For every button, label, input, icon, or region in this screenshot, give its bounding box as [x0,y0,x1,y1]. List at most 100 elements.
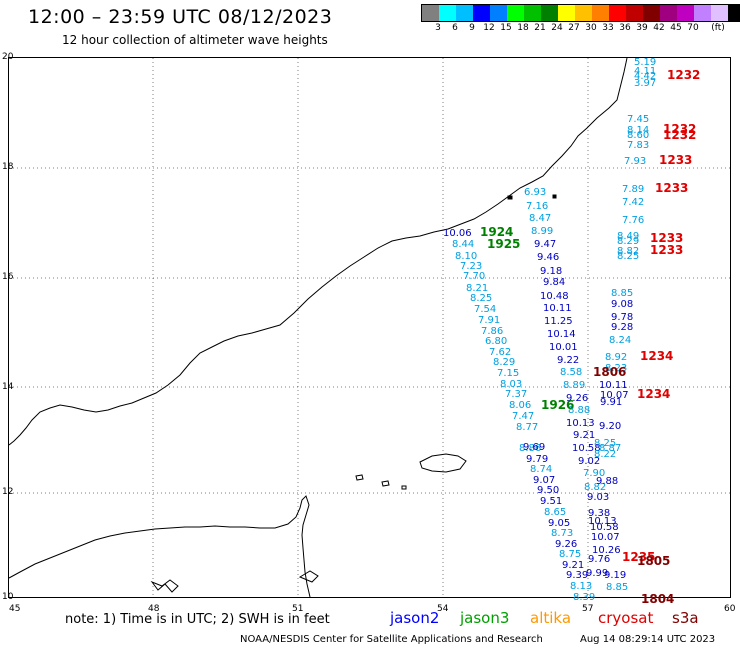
wave-height-label: 9.08 [611,299,633,310]
pass-time-label: 1232 [663,122,696,136]
wave-height-label: 9.99 [586,568,608,579]
wave-height-label: 7.54 [474,304,496,315]
color-scale-bar [421,4,740,22]
wave-height-label: 9.79 [526,454,548,465]
scale-label: 42 [653,23,665,33]
wave-height-label: 8.60 [627,130,649,141]
map-title: 12:00 – 23:59 UTC 08/12/2023 [28,6,333,28]
wave-height-label: 8.10 [455,251,477,262]
wave-height-label: 4.11 [634,66,656,77]
wave-height-label: 9.21 [562,560,584,571]
wave-height-label: 9.38 [588,508,610,519]
wave-height-label: 6.93 [524,187,546,198]
wave-height-label: 8.85 [606,582,628,593]
wave-height-label: 9.28 [611,322,633,333]
scale-swatch [626,5,643,21]
wave-height-label: 10.06 [443,228,472,239]
island-socotra [419,453,467,473]
x-tick-label: 54 [437,604,449,614]
wave-height-label: 8.03 [500,379,522,390]
wave-height-label: 6.80 [485,336,507,347]
wave-height-label: 7.93 [624,156,646,167]
scale-swatch [439,5,456,21]
x-tick-label: 60 [724,604,736,614]
wave-height-label: 9.02 [578,456,600,467]
wave-height-label: 9.26 [555,539,577,550]
wave-height-label: 9.51 [540,496,562,507]
scale-label: 6 [452,23,458,33]
coastline-somalia [8,495,311,598]
wave-height-label: 7.15 [497,368,519,379]
wave-height-label: 9.76 [588,554,610,565]
wave-height-label: 8.75 [559,549,581,560]
wave-height-label: 8.25 [470,293,492,304]
grid-lines [9,58,730,597]
wave-height-label: 10.01 [549,342,578,353]
wave-height-label: 8.88 [568,405,590,416]
wave-height-label: 8.21 [466,283,488,294]
scale-label: 33 [602,23,614,33]
wave-height-label: 7.23 [460,261,482,272]
scale-label: 18 [517,23,529,33]
wave-height-label: 7.37 [505,389,527,400]
wave-height-label: 9.69 [523,442,545,453]
legend-s3a: s3a [672,609,699,627]
wave-height-label: 7.47 [512,411,534,422]
pass-time-label: 1232 [663,128,696,142]
wave-height-label: 9.22 [557,355,579,366]
scale-swatch [507,5,524,21]
pass-time-label: 1235 [622,550,655,564]
footer-timestamp: Aug 14 08:29:14 UTC 2023 [580,634,716,645]
wave-height-label: 8.65 [544,507,566,518]
scale-swatch [592,5,609,21]
wave-height-label: 8.25 [594,438,616,449]
scale-swatch [660,5,677,21]
pass-time-label: 1233 [659,153,692,167]
scale-label: 15 [500,23,512,33]
wave-height-label: 8.74 [530,464,552,475]
wave-height-label: 7.16 [526,201,548,212]
pass-time-label: 1805 [637,554,670,568]
note-text: note: 1) Time is in UTC; 2) SWH is in fe… [65,612,330,627]
wave-height-label: 8.47 [529,213,551,224]
scale-swatch [541,5,558,21]
wave-height-label: 10.58 [590,522,619,533]
wave-height-label: 5.19 [634,57,656,68]
wave-height-label: 8.13 [570,581,592,592]
wave-height-label: 10.26 [592,545,621,556]
wave-height-label: 9.21 [573,430,595,441]
wave-height-label: 10.13 [588,516,617,527]
islets-small [355,474,407,490]
axis-labels: 45 48 51 54 57 60 20 18 16 14 12 10 [2,52,736,614]
scale-swatch [490,5,507,21]
wave-height-label: 3.97 [634,78,656,89]
wave-height-label: 8.82 [584,482,606,493]
wave-height-label: 10.11 [599,380,628,391]
wave-height-label: 8.06 [509,400,531,411]
coastline-detail-sw [150,570,319,593]
wave-height-label: 10.07 [591,532,620,543]
wave-height-label: 10.48 [540,291,569,302]
scale-label: 45 [670,23,682,33]
pass-time-label: 1233 [655,181,688,195]
wave-height-label: 9.39 [566,570,588,581]
wave-height-label: 8.89 [563,380,585,391]
scale-swatch [422,5,439,21]
island-kuria [507,194,557,200]
legend-jason2: jason2 [390,609,440,627]
pass-time-labels: 1232123212321233123312331233192419251926… [480,68,700,606]
coastline-arabia [8,57,628,446]
wave-height-label: 10.11 [543,303,572,314]
scale-swatch [558,5,575,21]
wave-height-label: 8.99 [531,226,553,237]
pass-time-label: 1926 [541,398,574,412]
wave-height-label: 9.07 [533,475,555,486]
wave-height-label: 7.83 [627,140,649,151]
wave-height-label: 10.58 [572,443,601,454]
color-scale-labels: 3 6 9 12 15 18 21 24 27 30 33 36 39 42 45 70 (ft) [421,22,740,34]
scale-swatch [711,5,728,21]
wave-height-label: 9.78 [611,312,633,323]
legend-jason3: jason3 [460,609,510,627]
scale-label: 12 [483,23,495,33]
